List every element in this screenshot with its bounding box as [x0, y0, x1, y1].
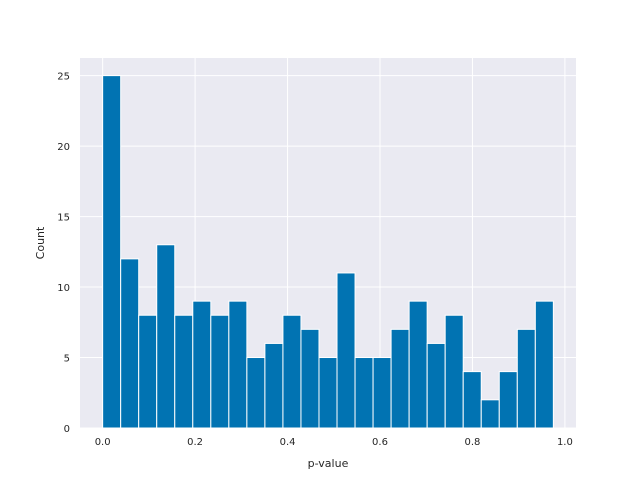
x-tick-label: 0.6: [372, 437, 388, 448]
x-axis-label: p-value: [308, 457, 349, 470]
y-tick-label: 25: [57, 72, 70, 83]
histogram-bar: [102, 75, 122, 429]
histogram-bar: [318, 357, 338, 429]
histogram-bar: [264, 342, 284, 429]
x-tick-label: 0.2: [187, 437, 203, 448]
histogram-bar: [228, 300, 248, 429]
y-tick-label: 15: [57, 213, 70, 224]
y-tick-label: 5: [64, 354, 70, 365]
y-tick-label: 20: [57, 142, 70, 153]
histogram-bar: [498, 371, 518, 429]
histogram-bar: [192, 300, 212, 429]
histogram-bar: [354, 357, 374, 429]
histogram-bar: [138, 314, 158, 429]
histogram-bar: [462, 371, 482, 429]
histogram-bar: [444, 314, 464, 429]
histogram-bars: [102, 75, 554, 429]
histogram-bar: [156, 244, 176, 429]
histogram-bar: [336, 272, 356, 429]
x-tick-label: 0.4: [280, 437, 296, 448]
histogram-bar: [246, 357, 266, 429]
histogram-bar: [174, 314, 194, 429]
x-tick-label: 0.8: [465, 437, 481, 448]
histogram-bar: [372, 357, 392, 429]
y-tick-label: 0: [64, 424, 70, 435]
histogram-bar: [120, 258, 140, 429]
y-axis-ticks: 0 5 10 15 20 25: [57, 72, 70, 435]
x-tick-label: 0.0: [95, 437, 111, 448]
histogram-bar: [516, 328, 536, 429]
x-tick-label: 1.0: [557, 437, 573, 448]
histogram-bar: [300, 328, 320, 429]
histogram-bar: [534, 300, 554, 429]
histogram-bar: [480, 399, 500, 429]
y-tick-label: 10: [57, 283, 70, 294]
histogram-bar: [426, 342, 446, 429]
histogram-bar: [408, 300, 428, 429]
histogram-bar: [282, 314, 302, 429]
histogram-bar: [390, 328, 410, 429]
histogram-bar: [210, 314, 230, 429]
x-axis-ticks: 0.0 0.2 0.4 0.6 0.8 1.0: [95, 437, 573, 448]
y-axis-label: Count: [34, 226, 47, 259]
